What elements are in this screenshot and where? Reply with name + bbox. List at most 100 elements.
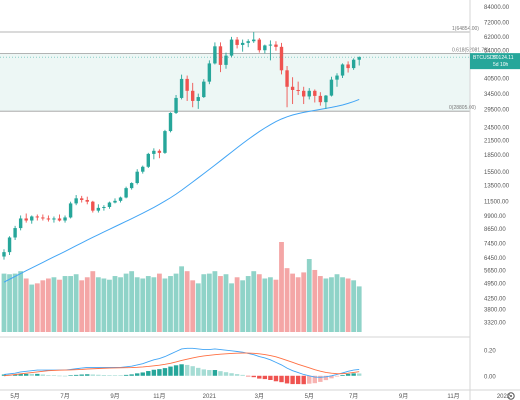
volume-bar	[234, 277, 240, 332]
gear-ring	[507, 392, 515, 400]
settings-button[interactable]	[507, 392, 515, 400]
macd-histogram-bar	[268, 375, 273, 380]
price-tick-label: 3800.00	[484, 307, 506, 313]
volume-bar	[134, 277, 140, 332]
candle-body	[30, 216, 34, 221]
macd-histogram-bar	[234, 374, 240, 376]
candle-body	[213, 46, 217, 64]
macd-tick-label: 0.00	[484, 374, 496, 380]
macd-histogram-bar	[284, 375, 290, 384]
price-tick-label: 15500.00	[484, 170, 510, 176]
candle-body	[351, 59, 356, 69]
volume-bar	[29, 284, 35, 332]
candle-body	[124, 188, 128, 198]
macd-histogram-bar	[201, 369, 206, 376]
macd-histogram-bar	[257, 375, 262, 379]
volume-bar	[245, 276, 251, 332]
volume-bar	[57, 279, 62, 332]
volume-bar	[323, 278, 329, 332]
candle-body	[107, 202, 112, 207]
price-tick-label: 40500.00	[484, 76, 510, 82]
candle-body	[196, 97, 200, 101]
price-tick-label: 3320.00	[484, 321, 506, 327]
candle-body	[46, 218, 51, 220]
macd-histogram-bar	[85, 374, 90, 376]
macd-histogram-bar	[318, 375, 323, 382]
candle-body	[263, 45, 267, 51]
time-tick-label: 9月	[399, 393, 408, 400]
candle-body	[335, 75, 339, 80]
macd-histogram-bar	[129, 374, 134, 376]
candle-body	[74, 198, 78, 204]
signal-line	[3, 352, 360, 377]
macd-histogram-bar	[357, 373, 362, 376]
candle-body	[252, 39, 256, 42]
macd-histogram-bar	[68, 375, 73, 376]
volume-bar	[112, 276, 118, 332]
macd-histogram-bar	[179, 364, 184, 376]
volume-bar	[90, 271, 96, 332]
candle-body	[63, 217, 67, 221]
volume-bar	[306, 259, 312, 332]
volume-bar	[73, 274, 79, 332]
macd-histogram-bar	[168, 366, 173, 376]
macd-pane: 0.20 0.00	[0, 336, 496, 385]
macd-histogram-bar	[345, 373, 351, 376]
macd-histogram-bar	[40, 374, 46, 376]
volume-bar	[23, 278, 29, 332]
volume-bar	[140, 278, 146, 332]
macd-histogram-bar	[279, 375, 284, 383]
candle-body	[118, 197, 123, 201]
time-tick-label: 9月	[110, 393, 119, 400]
macd-histogram-bar	[79, 374, 84, 376]
macd-histogram-bar	[329, 375, 334, 379]
candle-body	[302, 90, 306, 97]
macd-histogram-bar	[184, 364, 190, 376]
macd-histogram-bar	[151, 369, 157, 376]
candle-body	[307, 90, 311, 97]
volume-bar	[218, 276, 223, 332]
macd-histogram-bar	[301, 375, 306, 385]
price-tick-label: 8650.00	[484, 227, 506, 233]
time-tick-label: 7月	[60, 393, 69, 400]
fib-zone	[0, 53, 470, 112]
price-tick-label: 9900.00	[484, 214, 506, 220]
fib-level-label: 1(64854.00)	[452, 26, 479, 32]
volume-bar	[162, 278, 168, 332]
macd-histogram-bar	[351, 373, 356, 376]
ma-line	[3, 98, 360, 283]
candle-body	[185, 78, 189, 91]
price-tick-label: 11500.00	[484, 199, 509, 205]
volume-bar	[145, 276, 151, 332]
macd-histogram-bar	[90, 374, 95, 376]
candle-body	[224, 55, 228, 65]
volume-bar	[317, 276, 323, 332]
price-tick-label: 5650.00	[484, 269, 506, 275]
macd-histogram-bar	[207, 370, 212, 376]
macd-histogram-bar	[140, 372, 145, 376]
candle-body	[296, 89, 300, 91]
volume-bar	[301, 272, 307, 332]
macd-histogram-bar	[162, 368, 168, 376]
volume-bar	[201, 274, 207, 332]
candle-body	[7, 237, 12, 253]
candle-body	[207, 63, 212, 82]
candle-body	[146, 153, 150, 167]
candle-body	[229, 39, 234, 56]
macd-histogram-bar	[57, 375, 62, 377]
macd-histogram-bar	[146, 371, 151, 376]
macd-histogram-bar	[240, 374, 245, 376]
time-tick-label: 5月	[10, 393, 19, 400]
volume-bar	[173, 273, 179, 332]
price-tick-label: 29500.00	[484, 107, 510, 113]
macd-histogram-bar	[112, 375, 118, 376]
price-tag-value: 50124.11	[493, 55, 514, 61]
candle-body	[80, 198, 84, 200]
candle-body	[235, 39, 239, 45]
volume-bar	[40, 280, 46, 332]
price-tick-label: 13500.00	[484, 184, 510, 190]
volume-bar	[68, 276, 73, 332]
price-tick-label: 24500.00	[484, 126, 510, 132]
price-tag-symbol: BTCUSDT	[473, 55, 497, 61]
macd-histogram-bar	[251, 375, 256, 378]
